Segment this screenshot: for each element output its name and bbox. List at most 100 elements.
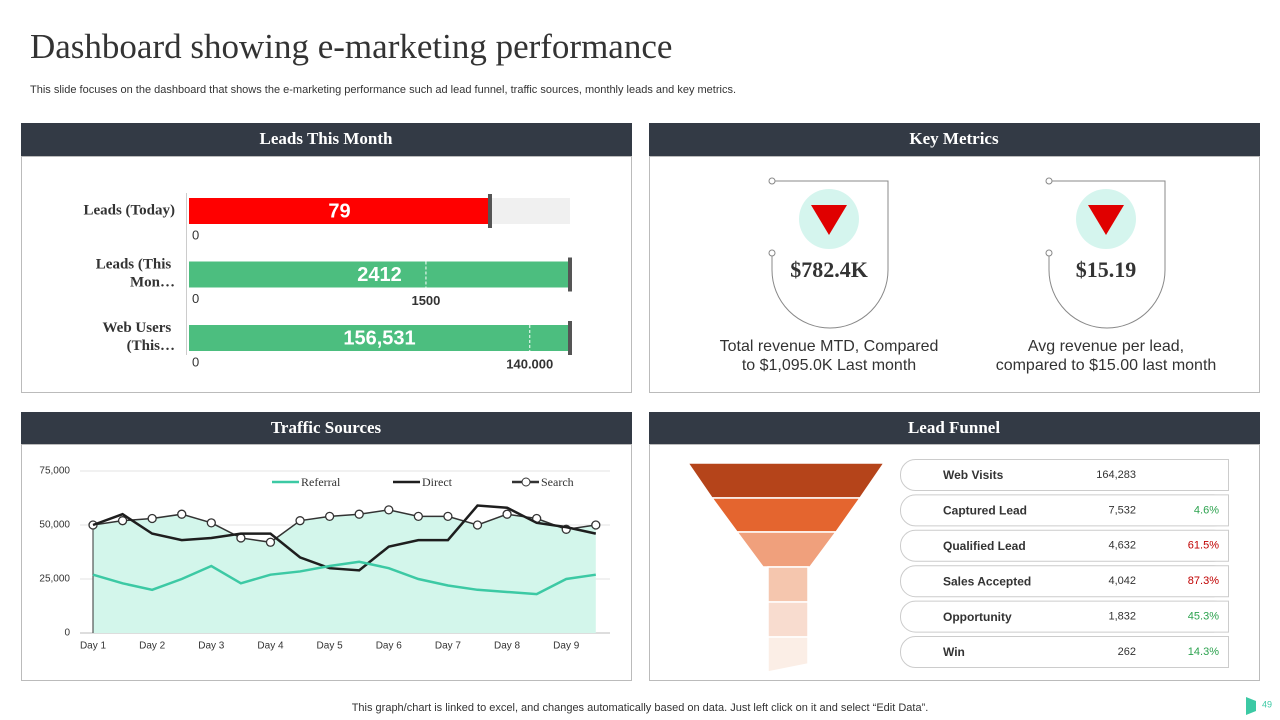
stage-value: 7,532 — [1108, 504, 1136, 516]
stage-conversion: 4.6% — [1194, 504, 1219, 516]
stage-value: 1,832 — [1108, 611, 1136, 623]
target-label: 1500 — [411, 293, 440, 308]
legend-label: Referral — [301, 475, 341, 489]
funnel-row-edge-line — [1200, 459, 1229, 491]
stage-conversion: 87.3% — [1188, 575, 1219, 587]
series-marker — [117, 516, 128, 526]
outline-dot — [768, 177, 776, 185]
series-marker — [147, 513, 157, 524]
row-label: Web Users (This… — [103, 320, 176, 354]
stage-conversion: 14.3% — [1188, 646, 1219, 658]
page-title: Dashboard showing e-marketing performanc… — [30, 27, 672, 66]
metric-outline — [1048, 180, 1166, 329]
series-marker — [324, 511, 335, 522]
metric-value: $782.4K — [790, 257, 868, 282]
y-tick-label: 75,000 — [39, 466, 70, 477]
x-tick-label: Day 3 — [198, 641, 225, 652]
outline-dot — [768, 249, 776, 257]
series-line — [92, 509, 596, 544]
legend-marker — [521, 477, 531, 487]
funnel-row-edge-line — [1200, 529, 1229, 562]
card-header — [649, 412, 1260, 444]
down-arrow-icon — [1088, 205, 1124, 235]
down-arrow-icon — [811, 205, 847, 235]
funnel-row-edge — [1200, 601, 1229, 633]
target-label: 140.000 — [506, 356, 553, 371]
stage-name: Qualified Lead — [943, 539, 1026, 553]
page-subtitle: This slide focuses on the dashboard that… — [30, 84, 736, 96]
series-marker — [472, 520, 483, 530]
x-tick-label: Day 1 — [80, 641, 107, 652]
series-line — [92, 560, 596, 596]
card-title: Leads This Month — [260, 129, 393, 148]
stage-name: Web Visits — [943, 468, 1004, 482]
card-title: Lead Funnel — [908, 418, 1000, 437]
x-tick-label: Day 2 — [139, 641, 166, 652]
page-icon — [1246, 697, 1256, 715]
bullet-bar — [189, 325, 570, 351]
y-tick-label: 25,000 — [39, 574, 70, 585]
bar-value-label: 79 — [328, 200, 350, 222]
y-tick-label: 0 — [64, 628, 70, 639]
range-min-label: 0 — [192, 227, 199, 242]
row-label: Leads (This Mon… — [96, 257, 175, 291]
funnel-row-edge-line — [1200, 494, 1229, 527]
funnel-row-edge — [1200, 636, 1229, 668]
funnel-row-edge — [1200, 565, 1229, 597]
y-tick-label: 50,000 — [39, 520, 70, 531]
card-header — [21, 123, 632, 156]
bullet-end-marker — [568, 321, 572, 355]
card-title: Key Metrics — [909, 129, 999, 148]
stage-value: 4,632 — [1108, 540, 1136, 552]
range-min-label: 0 — [192, 354, 199, 369]
footer-note: This graph/chart is linked to excel, and… — [352, 702, 929, 714]
bar-value-label: 2412 — [357, 264, 402, 286]
legend-label: Search — [541, 475, 574, 489]
funnel-segment — [710, 497, 862, 533]
stage-value: 164,283 — [1096, 469, 1136, 481]
series-marker — [502, 509, 512, 519]
funnel-row-edge-line — [1200, 600, 1229, 633]
x-tick-label: Day 6 — [376, 641, 403, 652]
bullet-end-marker — [568, 257, 572, 292]
series-marker — [206, 518, 216, 528]
outline-dot — [1045, 177, 1053, 185]
bullet-bar — [189, 198, 490, 224]
series-marker — [443, 511, 453, 522]
stage-conversion: 45.3% — [1188, 611, 1219, 623]
legend-label: Direct — [422, 475, 453, 489]
funnel-segment — [767, 601, 809, 638]
funnel-segment — [767, 636, 809, 673]
funnel-row-edge — [1200, 459, 1229, 491]
area-fill — [93, 509, 596, 633]
x-tick-label: Day 9 — [553, 641, 580, 652]
series-marker — [265, 537, 276, 547]
metric-outline — [771, 180, 889, 329]
bullet-bar — [189, 261, 570, 288]
funnel-segment — [686, 462, 886, 499]
funnel-row-edge — [1200, 494, 1229, 526]
stage-name: Win — [943, 645, 965, 659]
funnel-row-edge-line — [1200, 636, 1229, 668]
x-tick-label: Day 4 — [257, 641, 284, 652]
card-header — [649, 123, 1260, 156]
page-number: 49 — [1262, 699, 1272, 709]
stage-name: Captured Lead — [943, 504, 1027, 518]
series-marker — [384, 505, 394, 515]
x-tick-label: Day 7 — [435, 641, 462, 652]
funnel-row-edge — [1200, 530, 1229, 562]
stage-value: 262 — [1118, 646, 1136, 658]
series-marker — [177, 509, 187, 519]
x-tick-label: Day 8 — [494, 641, 521, 652]
stage-name: Sales Accepted — [943, 574, 1031, 588]
series-marker — [591, 520, 601, 530]
card-title: Traffic Sources — [271, 418, 382, 437]
card-header — [21, 412, 632, 444]
metric-caption: Avg revenue per lead, — [1028, 338, 1184, 355]
metric-caption: compared to $15.00 last month — [996, 357, 1217, 374]
stage-name: Opportunity — [943, 610, 1012, 624]
range-min-label: 0 — [192, 291, 199, 306]
x-tick-label: Day 5 — [317, 641, 344, 652]
